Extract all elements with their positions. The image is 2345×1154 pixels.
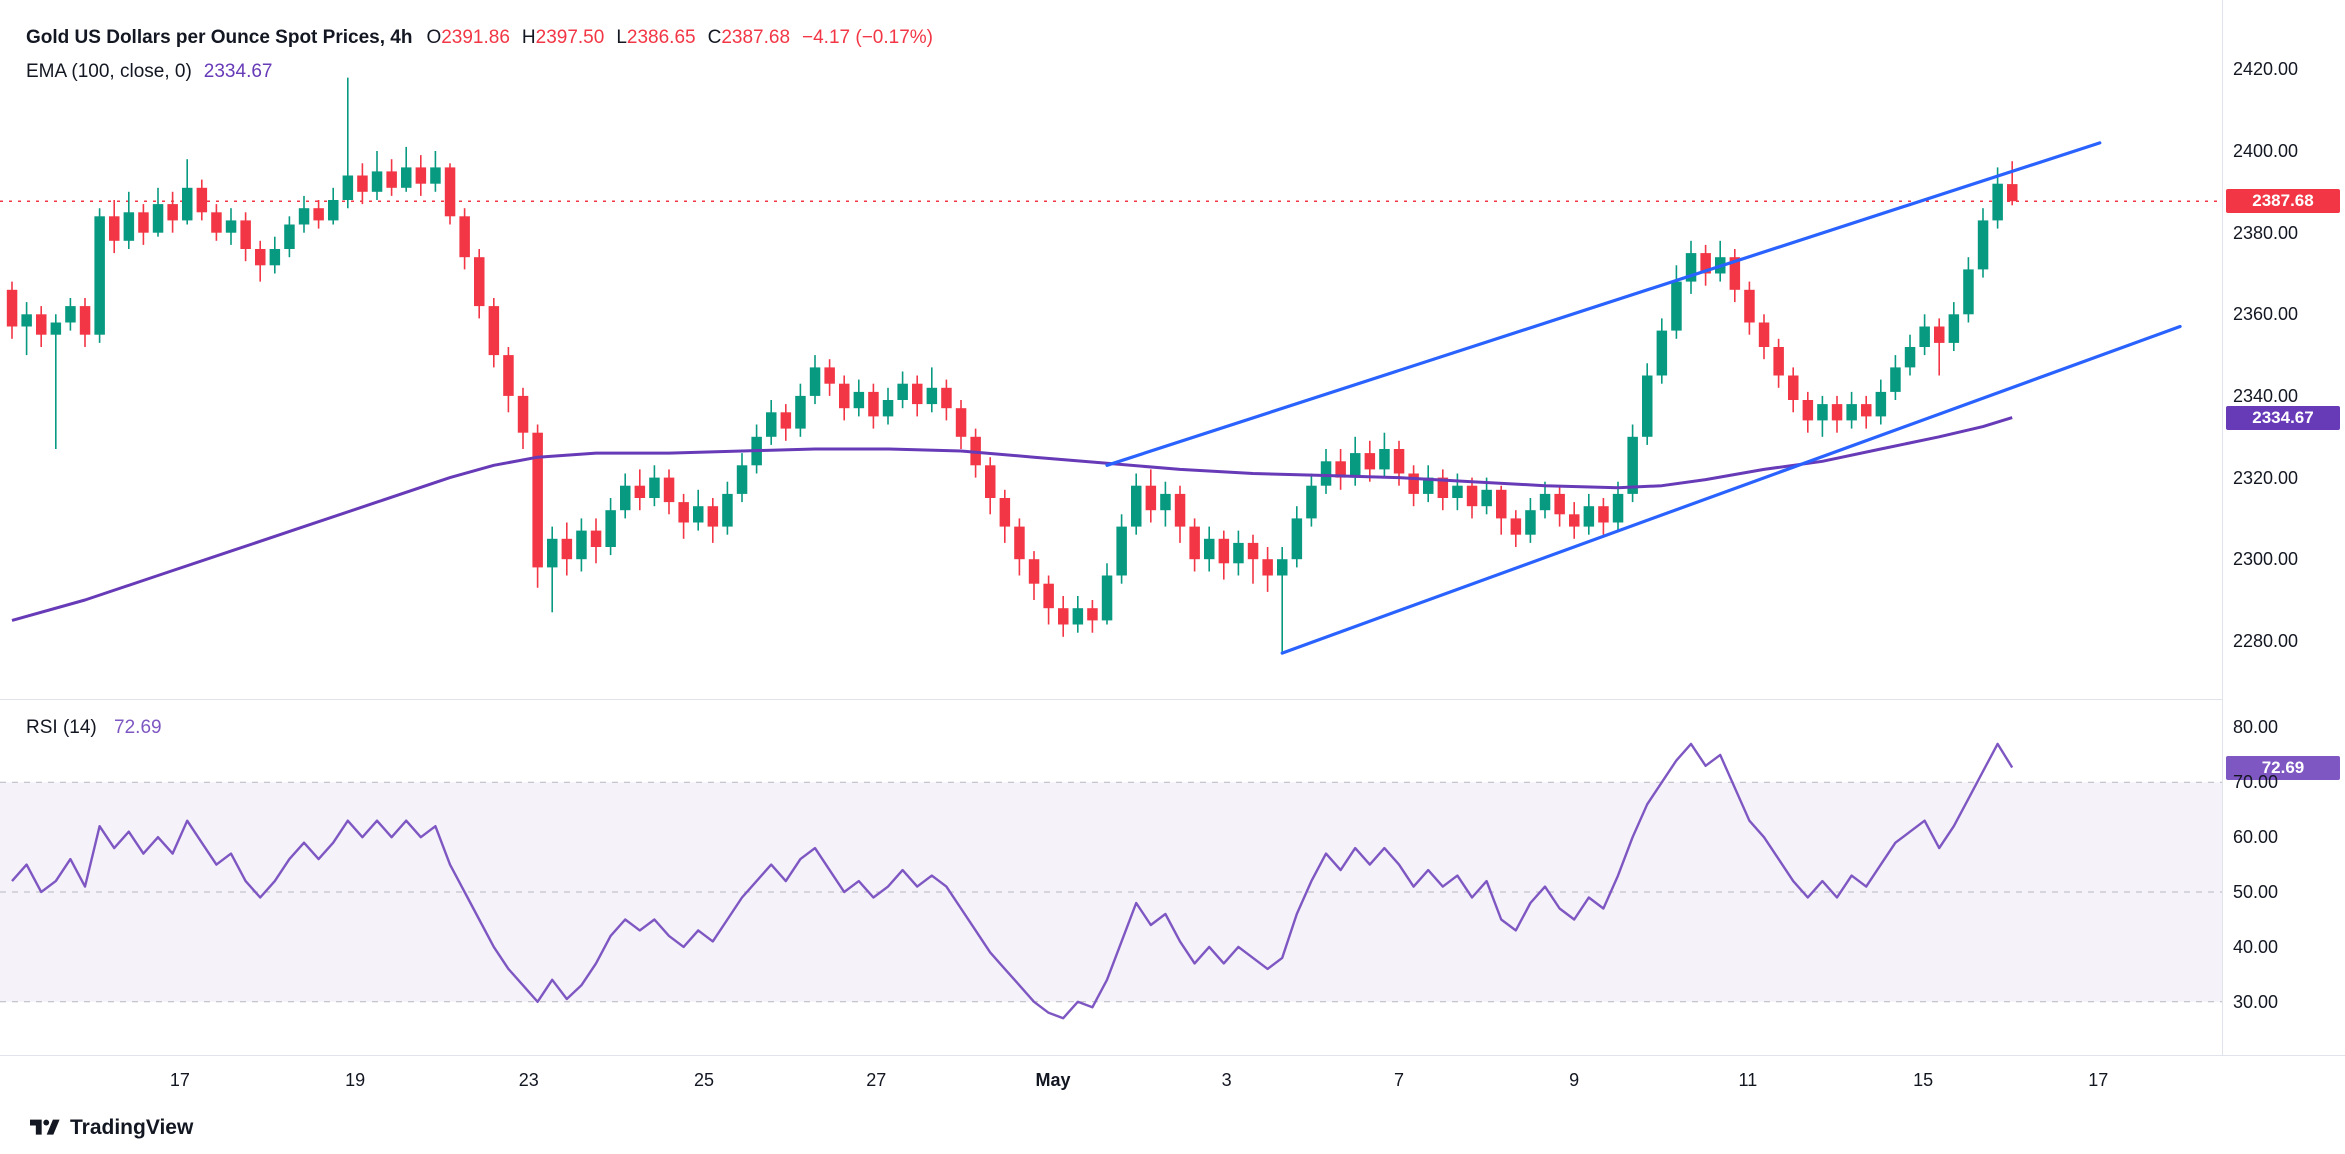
price-tick: 2320.00: [2233, 467, 2299, 488]
rsi-line: [11, 742, 2014, 1020]
price-tick: 2300.00: [2233, 549, 2299, 570]
rsi-tick: 40.00: [2233, 936, 2279, 957]
price-tick: 2420.00: [2233, 59, 2299, 80]
rsi-tick: 70.00: [2233, 772, 2279, 793]
time-axis[interactable]: 17 19 23 25 27 May 3 7 9 11 15 17: [0, 1056, 2222, 1100]
price-tick: 2360.00: [2233, 304, 2299, 325]
ohlc-close: C2387.68: [707, 27, 791, 48]
price-tick: 2380.00: [2233, 222, 2299, 243]
rsi-pane[interactable]: [0, 700, 2222, 1055]
chart-legend: Gold US Dollars per Ounce Spot Prices, 4…: [26, 26, 933, 94]
time-tick: 17: [169, 1070, 190, 1090]
last-price-badge: 2387.68: [2226, 189, 2340, 214]
time-tick: 11: [1738, 1070, 1758, 1090]
ema-value-badge: 2334.67: [2226, 405, 2340, 430]
rsi-tick: 50.00: [2233, 882, 2279, 902]
rsi-tick: 80.00: [2233, 717, 2279, 738]
rsi-value-badge: 72.69: [2226, 755, 2340, 780]
price-tick: 2280.00: [2233, 630, 2299, 651]
main-chart-pane[interactable]: [0, 0, 2222, 698]
time-tick: 15: [1913, 1070, 1934, 1090]
rsi-indicator-label: RSI (14): [26, 717, 97, 738]
ema-indicator-value: 2334.67: [203, 61, 273, 82]
ohlc-low: L2386.65: [616, 27, 696, 48]
symbol-title: Gold US Dollars per Ounce Spot Prices, 4…: [26, 27, 413, 48]
candlestick-chart[interactable]: [0, 0, 2222, 698]
tradingview-brand-text: TradingView: [70, 1116, 194, 1139]
time-tick: 23: [518, 1070, 539, 1090]
time-tick: 7: [1393, 1070, 1405, 1090]
rsi-tick: 30.00: [2233, 991, 2279, 1012]
rsi-tick: 60.00: [2233, 827, 2279, 848]
time-tick: 27: [866, 1070, 887, 1090]
price-axis[interactable]: 2387.68 2334.67 72.69 2420.00 2400.00 2380…: [2222, 0, 2345, 1055]
rsi-indicator-value: 72.69: [114, 717, 162, 738]
symbol-legend-row[interactable]: Gold US Dollars per Ounce Spot Prices, 4…: [26, 26, 933, 50]
time-tick: 25: [693, 1070, 715, 1090]
ema-indicator-label: EMA (100, close, 0): [26, 61, 192, 82]
time-tick: 17: [2088, 1070, 2109, 1090]
tradingview-logo-icon: [30, 1119, 60, 1135]
price-change: −4.17 (−0.17%): [802, 27, 933, 48]
rsi-legend-row[interactable]: RSI (14) 72.69: [26, 716, 162, 740]
time-tick: May: [1035, 1070, 1071, 1090]
rsi-chart[interactable]: [0, 700, 2222, 1055]
time-tick: 19: [345, 1070, 366, 1090]
time-tick: 3: [1221, 1070, 1232, 1090]
trendline: [1105, 141, 2102, 467]
price-tick: 2400.00: [2233, 141, 2299, 161]
ohlc-open: O2391.86: [426, 27, 510, 48]
price-tick: 2340.00: [2233, 385, 2299, 406]
time-tick: 9: [1569, 1070, 1580, 1090]
trendline: [1280, 324, 2182, 655]
tradingview-branding[interactable]: TradingView: [30, 1116, 193, 1140]
ohlc-high: H2397.50: [521, 27, 605, 48]
ema-legend-row[interactable]: EMA (100, close, 0) 2334.67: [26, 60, 933, 84]
pane-separator[interactable]: [0, 699, 2345, 700]
time-axis-separator: [0, 1055, 2345, 1056]
ema-line: [11, 416, 2013, 622]
